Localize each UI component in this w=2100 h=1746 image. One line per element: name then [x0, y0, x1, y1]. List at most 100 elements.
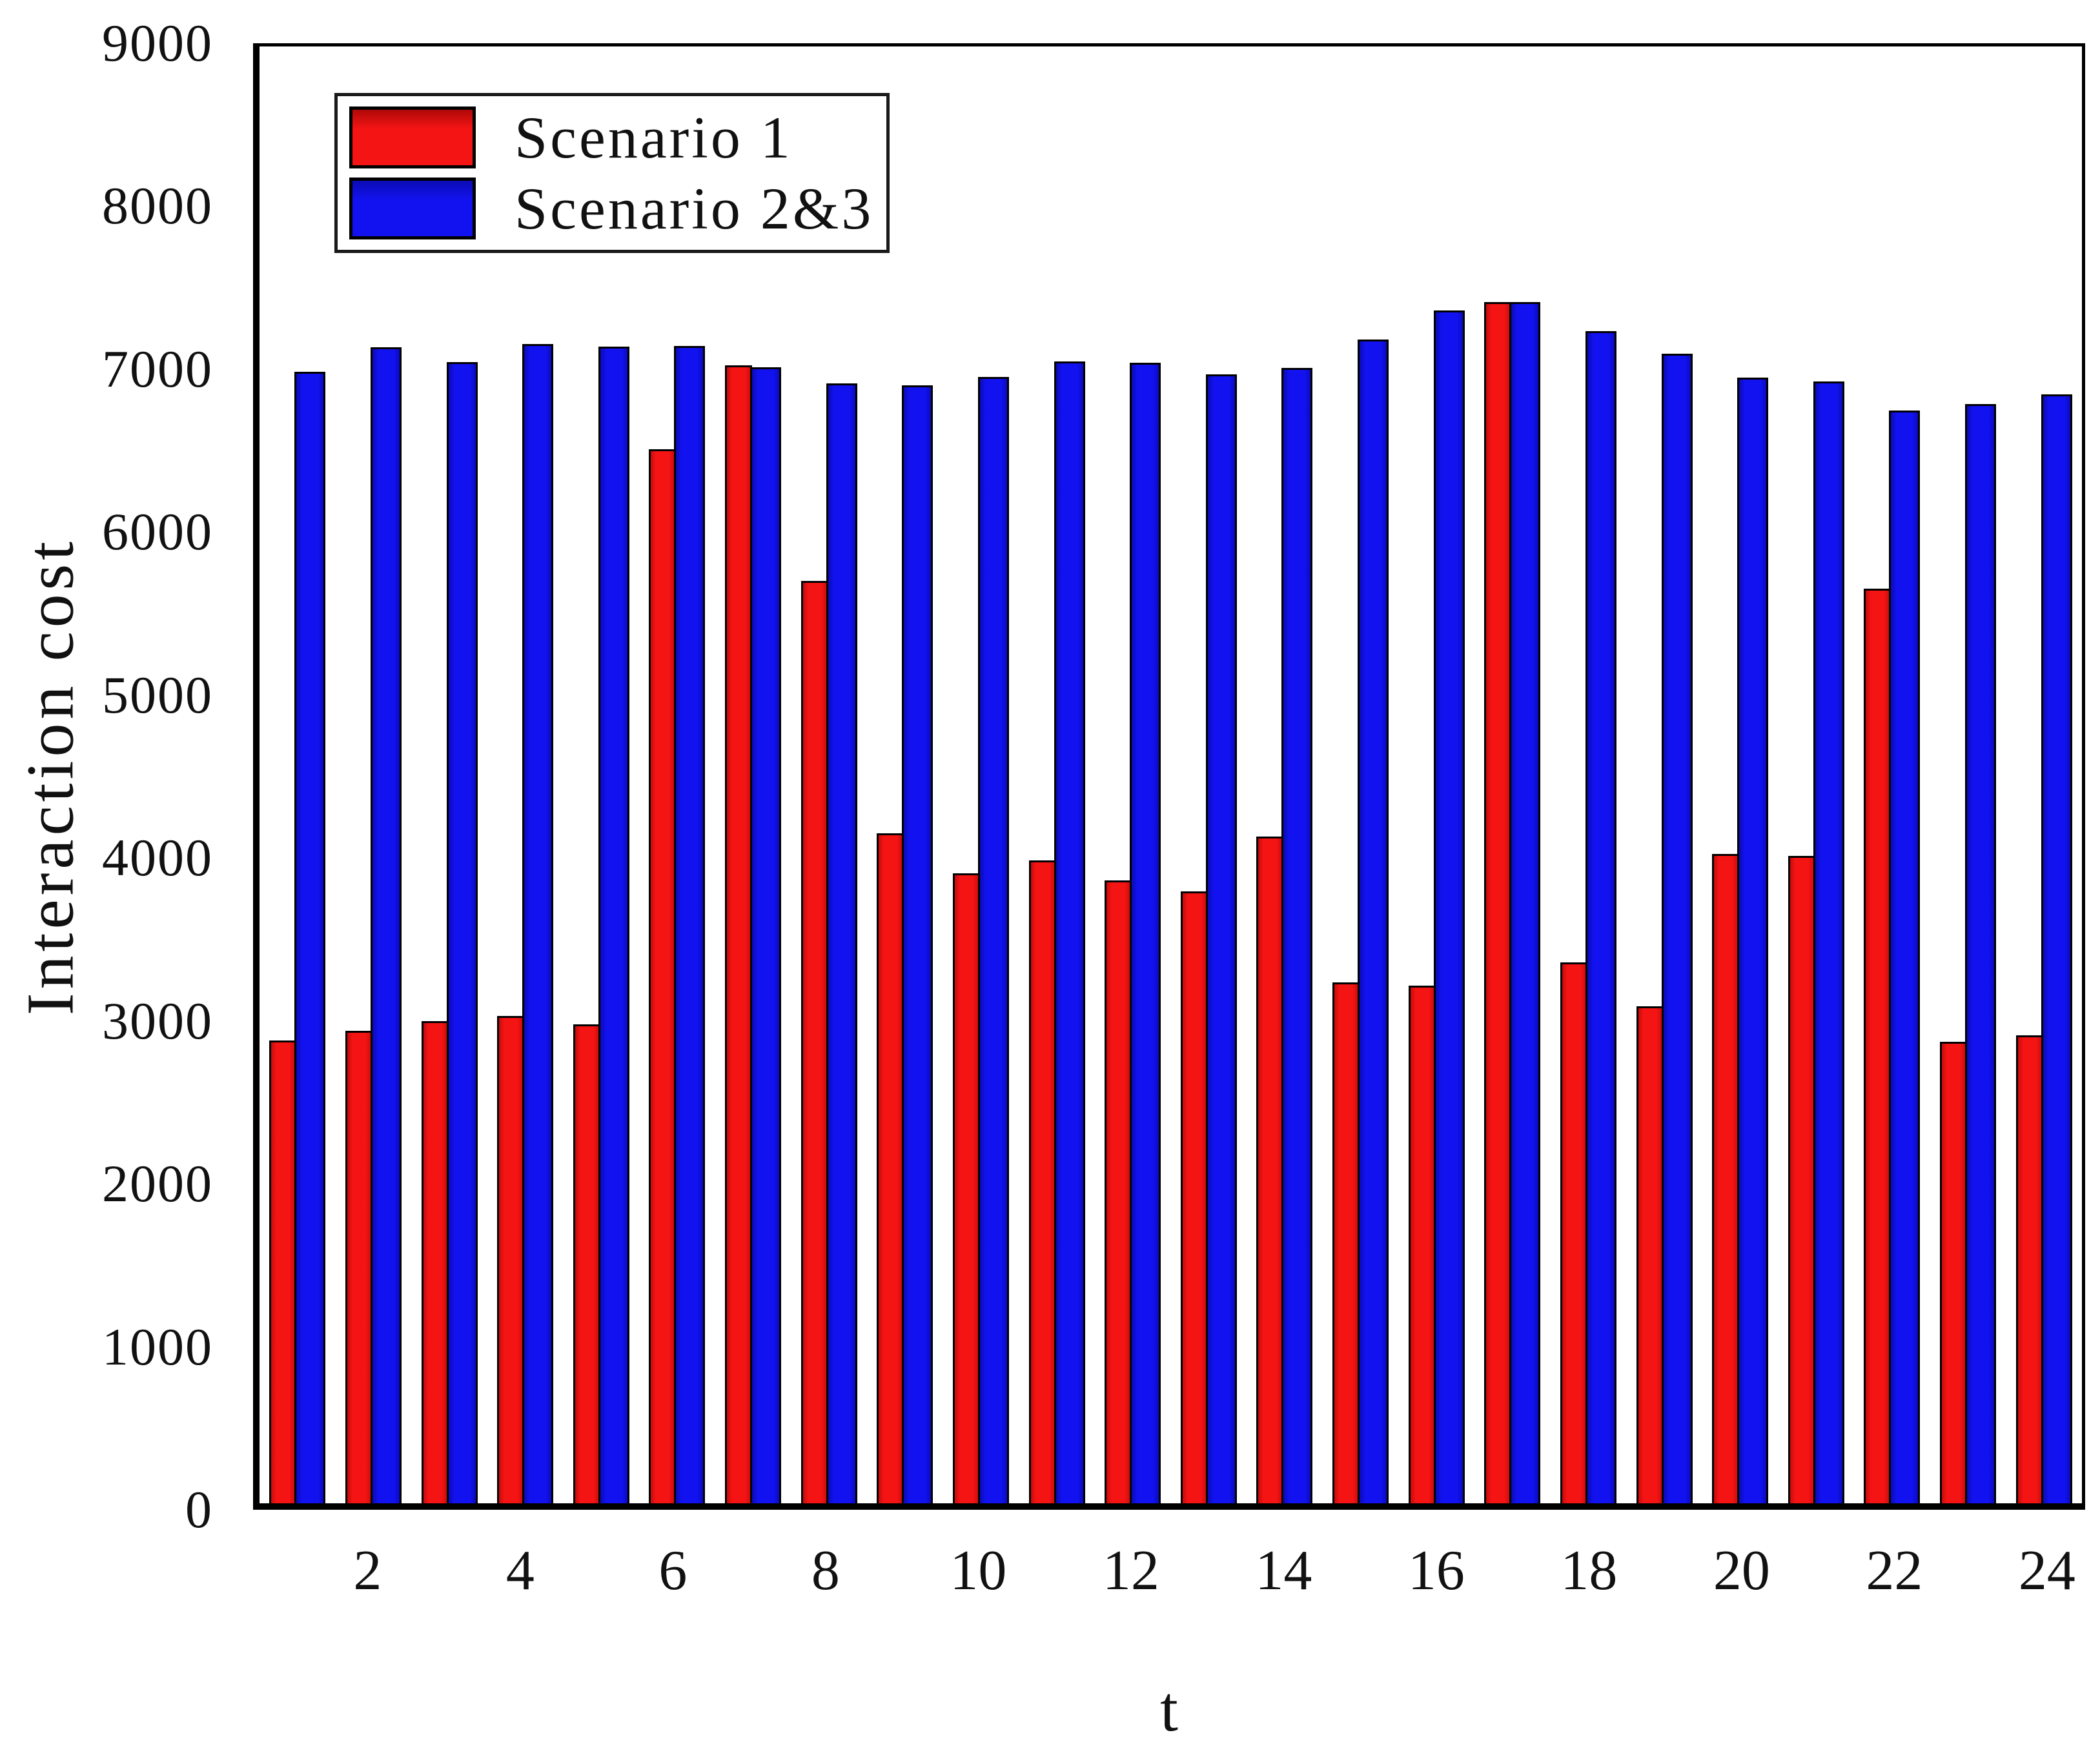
y-tick-label-8000: 8000 — [102, 176, 213, 236]
legend-label-scenario-1: Scenario 1 — [515, 105, 793, 170]
bar-scenario1-t14 — [1256, 836, 1284, 1503]
bar-group-t14 — [1247, 46, 1323, 1503]
bar-group-t22 — [1854, 46, 1930, 1503]
plot-area: Scenario 1 Scenario 2&3 — [253, 43, 2085, 1510]
bar-group-t1 — [260, 46, 336, 1503]
bar-scenario2and3-t4 — [522, 344, 554, 1503]
bar-scenario2and3-t8 — [826, 383, 857, 1503]
y-tick-label-5000: 5000 — [102, 665, 213, 724]
legend: Scenario 1 Scenario 2&3 — [334, 93, 890, 253]
y-tick-label-6000: 6000 — [102, 502, 213, 562]
bar-scenario2and3-t9 — [902, 385, 933, 1503]
bar-scenario2and3-t15 — [1358, 339, 1389, 1503]
bar-scenario1-t13 — [1180, 891, 1208, 1503]
legend-item-scenario-1: Scenario 1 — [349, 105, 875, 170]
bar-scenario1-t19 — [1636, 1006, 1664, 1503]
x-tick-label-22: 22 — [1866, 1539, 1923, 1602]
bar-group-t7 — [715, 46, 791, 1503]
legend-swatch-scenario-2-3 — [349, 178, 476, 239]
bar-scenario2and3-t23 — [1965, 404, 1997, 1503]
y-tick-label-0: 0 — [185, 1480, 213, 1539]
bar-scenario1-t22 — [1864, 589, 1891, 1503]
bar-group-t24 — [2006, 46, 2082, 1503]
bar-scenario1-t24 — [2015, 1035, 2043, 1503]
bar-group-t3 — [411, 46, 487, 1503]
bar-group-t13 — [1171, 46, 1247, 1503]
legend-item-scenario-2-3: Scenario 2&3 — [349, 176, 875, 241]
bar-scenario1-t1 — [269, 1040, 297, 1503]
y-tick-label-9000: 9000 — [102, 14, 213, 72]
bar-scenario1-t3 — [421, 1020, 449, 1503]
bar-scenario2and3-t2 — [370, 347, 402, 1503]
bar-group-t2 — [336, 46, 412, 1503]
bar-group-t23 — [1930, 46, 2006, 1503]
x-tick-label-10: 10 — [950, 1539, 1007, 1602]
x-tick-label-18: 18 — [1560, 1539, 1618, 1602]
bar-scenario1-t15 — [1332, 982, 1360, 1503]
bar-scenario2and3-t5 — [598, 347, 629, 1503]
bar-scenario1-t16 — [1408, 985, 1436, 1503]
bar-scenario2and3-t21 — [1813, 381, 1844, 1503]
bar-scenario1-t5 — [573, 1024, 600, 1503]
bar-group-t19 — [1626, 46, 1702, 1503]
x-tick-label-4: 4 — [505, 1539, 535, 1602]
x-tick-label-8: 8 — [811, 1539, 840, 1602]
y-tick-label-2000: 2000 — [102, 1154, 213, 1213]
x-tick-label-16: 16 — [1407, 1539, 1465, 1602]
x-tick-label-2: 2 — [353, 1539, 382, 1602]
bar-group-t4 — [487, 46, 564, 1503]
bar-scenario1-t6 — [649, 449, 677, 1503]
bar-scenario2and3-t3 — [446, 362, 478, 1503]
bar-scenario2and3-t19 — [1661, 354, 1693, 1503]
bar-group-t11 — [1019, 46, 1095, 1503]
bar-scenario2and3-t17 — [1509, 302, 1541, 1503]
y-axis-tick-labels: 0 1000 2000 3000 4000 5000 6000 7000 8000 9000 — [0, 17, 231, 1536]
bar-scenario2and3-t11 — [1054, 361, 1085, 1503]
bar-group-t8 — [791, 46, 867, 1503]
bar-group-t16 — [1398, 46, 1474, 1503]
bar-scenario1-t20 — [1712, 854, 1740, 1503]
bar-scenario2and3-t20 — [1737, 377, 1769, 1503]
bar-scenario2and3-t1 — [294, 372, 326, 1503]
legend-swatch-scenario-1 — [349, 107, 476, 168]
bar-group-t20 — [1702, 46, 1779, 1503]
x-tick-label-6: 6 — [658, 1539, 688, 1602]
x-tick-label-20: 20 — [1713, 1539, 1770, 1602]
bar-scenario2and3-t16 — [1433, 310, 1465, 1503]
bar-scenario2and3-t24 — [2041, 394, 2072, 1503]
bars-container — [260, 46, 2082, 1503]
x-tick-label-24: 24 — [2018, 1539, 2075, 1602]
y-tick-label-4000: 4000 — [102, 828, 213, 888]
bar-group-t18 — [1551, 46, 1627, 1503]
bar-scenario1-t7 — [725, 365, 753, 1503]
bar-scenario2and3-t18 — [1585, 331, 1616, 1503]
bar-scenario1-t2 — [345, 1030, 372, 1503]
bar-group-t6 — [639, 46, 715, 1503]
bar-scenario2and3-t10 — [977, 376, 1009, 1503]
bar-group-t10 — [943, 46, 1019, 1503]
y-tick-label-7000: 7000 — [102, 339, 213, 398]
bar-scenario2and3-t13 — [1205, 374, 1237, 1503]
x-axis-tick-labels: 2 4 6 8 10 12 14 16 18 20 22 24 — [253, 1543, 2085, 1620]
bar-scenario1-t12 — [1105, 880, 1132, 1503]
bar-scenario1-t10 — [952, 873, 980, 1503]
y-tick-label-3000: 3000 — [102, 991, 213, 1050]
bar-scenario1-t11 — [1028, 860, 1056, 1503]
bar-group-t5 — [564, 46, 640, 1503]
bar-group-t9 — [867, 46, 943, 1503]
bar-group-t15 — [1323, 46, 1399, 1503]
bar-scenario1-t23 — [1940, 1042, 1968, 1503]
bar-scenario2and3-t22 — [1889, 411, 1921, 1503]
bar-scenario2and3-t6 — [674, 345, 706, 1503]
bar-group-t21 — [1779, 46, 1855, 1503]
bar-scenario1-t21 — [1788, 855, 1815, 1503]
bar-scenario2and3-t12 — [1130, 363, 1161, 1503]
bar-scenario1-t8 — [800, 580, 828, 1503]
legend-label-scenario-2-3: Scenario 2&3 — [515, 176, 874, 241]
x-axis-title: t — [1160, 1673, 1178, 1745]
bar-scenario1-t4 — [497, 1016, 525, 1503]
y-tick-label-1000: 1000 — [102, 1317, 213, 1376]
bar-group-t17 — [1474, 46, 1551, 1503]
bar-scenario1-t18 — [1560, 962, 1587, 1503]
